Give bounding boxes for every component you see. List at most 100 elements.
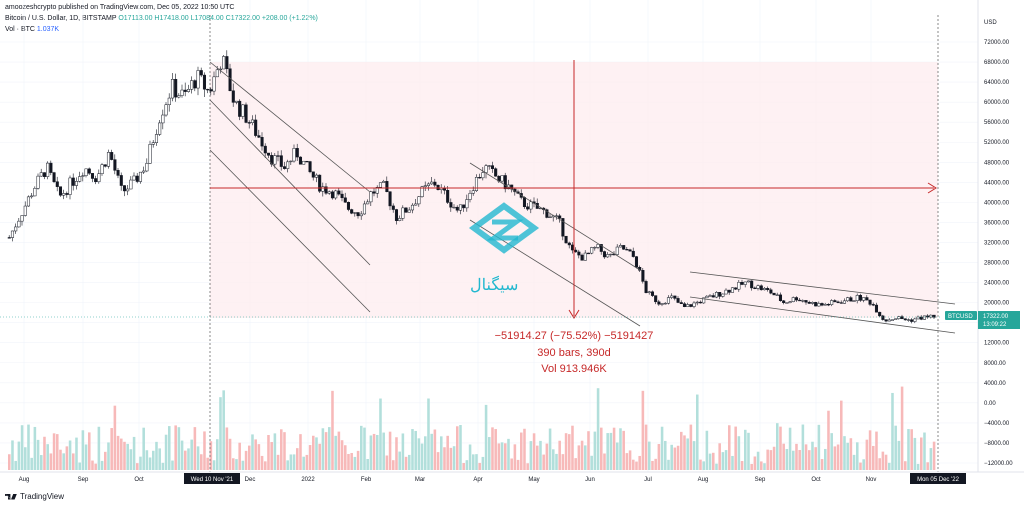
volume-bar <box>27 424 30 470</box>
candle-down <box>455 206 459 211</box>
candle-up <box>23 205 27 216</box>
candle-down <box>778 294 783 301</box>
candle-up <box>250 119 255 123</box>
price-tick-label: 32000.00 <box>984 240 1010 246</box>
volume-bar <box>907 429 910 470</box>
volume-bar <box>196 446 200 470</box>
candle-down <box>522 197 527 207</box>
footer[interactable]: TradingView <box>5 492 64 501</box>
volume-bar <box>360 425 363 470</box>
candle-up <box>286 161 290 169</box>
volume-bar <box>30 457 33 470</box>
candle-up <box>695 301 699 304</box>
candle-down <box>711 295 715 298</box>
candle-up <box>100 164 104 174</box>
time-axis-label: Oct <box>134 477 144 483</box>
volume-bar <box>430 433 433 470</box>
volume-bar <box>356 450 360 470</box>
price-tick-label: 48000.00 <box>984 160 1010 166</box>
volume-bar <box>635 461 638 470</box>
candle-down <box>628 249 632 252</box>
candle-up <box>401 207 405 219</box>
volume-bar <box>696 394 699 470</box>
volume-bar <box>705 430 709 470</box>
candle-up <box>369 191 373 203</box>
candle-up <box>775 294 779 296</box>
candle-down <box>871 304 875 306</box>
candle-down <box>462 204 466 209</box>
volume-bar <box>14 460 17 470</box>
volume-bar <box>478 462 481 470</box>
volume-bars <box>8 386 936 470</box>
volume-bar <box>212 460 216 470</box>
volume-bar <box>689 424 693 470</box>
volume-bar <box>587 431 590 470</box>
candle-down <box>561 218 565 237</box>
volume-bar <box>539 440 542 470</box>
volume-bar <box>216 439 219 470</box>
candle-up <box>334 190 338 199</box>
volume-bar <box>180 440 184 470</box>
candle-down <box>119 175 123 186</box>
candle-up <box>468 192 472 200</box>
time-axis-label: Aug <box>19 477 30 483</box>
candle-down <box>263 145 267 154</box>
volume-bar <box>824 448 827 470</box>
time-axis-label: 2022 <box>301 477 315 483</box>
candle-up <box>398 218 402 221</box>
volume-bar <box>660 426 664 470</box>
volume-bar <box>571 425 574 470</box>
candle-up <box>737 281 741 290</box>
candle-up <box>430 181 434 185</box>
volume-bar <box>328 427 331 470</box>
time-axis-label: May <box>528 477 539 483</box>
candle-up <box>686 304 690 307</box>
volume-bar <box>491 427 494 470</box>
volume-bar <box>462 463 465 470</box>
candle-up <box>666 297 671 304</box>
price-tick-label: 8000.00 <box>984 361 1006 367</box>
candle-down <box>282 166 287 169</box>
candle-down <box>49 162 53 173</box>
volume-bar <box>244 450 248 470</box>
candle-up <box>180 89 184 96</box>
volume-bar <box>401 433 405 470</box>
candle-up <box>14 226 18 232</box>
candle-up <box>714 292 719 298</box>
volume-bar <box>353 456 357 470</box>
candle-up <box>890 319 895 321</box>
candle-up <box>647 291 651 293</box>
volume-bar <box>699 459 702 470</box>
volume-bar <box>872 445 875 470</box>
candle-down <box>295 148 299 158</box>
candle-up <box>375 187 379 194</box>
candle-down <box>804 300 808 303</box>
volume-bar <box>56 434 59 470</box>
candle-down <box>385 181 389 192</box>
volume-bar <box>171 460 174 470</box>
volume-bar <box>526 463 529 470</box>
price-tick-label: 20000.00 <box>984 301 1010 307</box>
candle-up <box>590 247 594 254</box>
candle-down <box>340 193 344 199</box>
volume-bar <box>516 459 520 470</box>
volume-bar <box>740 461 744 470</box>
volume-bar <box>299 434 302 470</box>
volume-bar <box>904 461 907 470</box>
candle-up <box>382 181 386 183</box>
volume-bar <box>286 460 289 470</box>
candle-down <box>679 302 683 304</box>
volume-bar <box>894 425 897 470</box>
volume-bar <box>248 445 251 470</box>
candle-down <box>698 301 703 304</box>
volume-bar <box>737 436 741 470</box>
candle-up <box>417 196 421 205</box>
candle-down <box>94 178 98 183</box>
volume-bar <box>763 463 766 470</box>
volume-bar <box>433 429 437 470</box>
volume-bar <box>555 453 558 470</box>
price-axis-currency: USD <box>984 20 997 26</box>
volume-bar <box>456 426 459 470</box>
volume-bar <box>305 454 309 470</box>
